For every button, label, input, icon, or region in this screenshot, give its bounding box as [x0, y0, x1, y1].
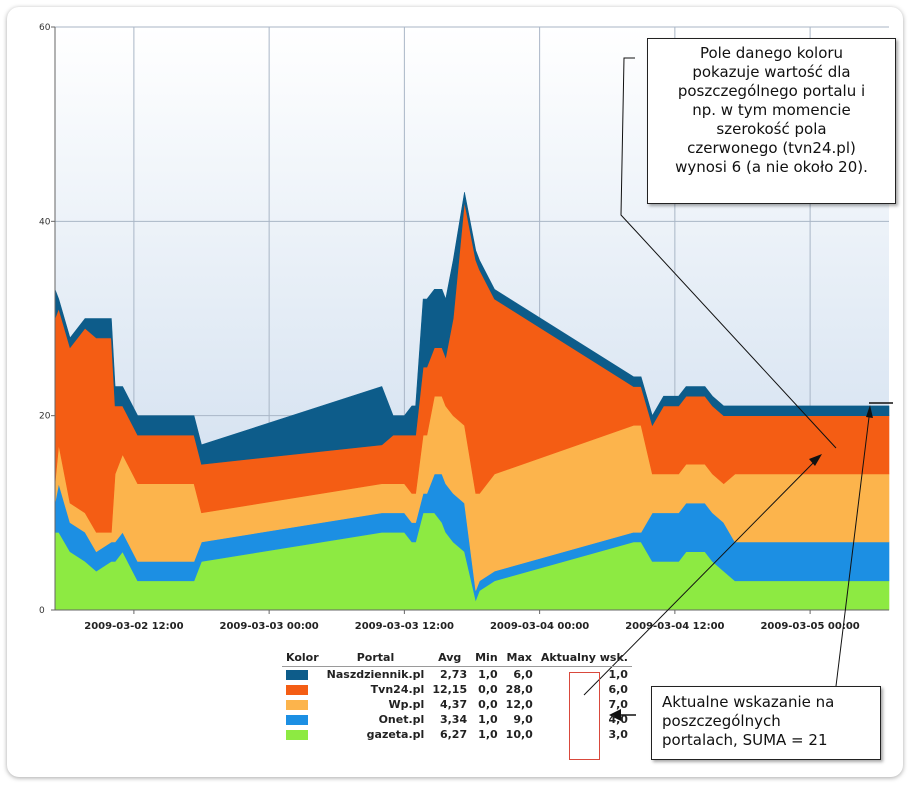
note1-line: np. w tym momencie [692, 101, 851, 119]
legend-portal: Onet.pl [378, 713, 425, 726]
note1-line: poszczególnego portalu i [677, 82, 866, 100]
x-tick-labels: 2009-03-02 12:00 2009-03-03 00:00 2009-03-… [84, 610, 860, 632]
legend-rows: Naszdziennik.pl 2,73 1,0 6,0 1,0 Tvn24.p… [282, 667, 632, 743]
legend-max: 28,0 [505, 683, 533, 696]
legend-swatch [286, 730, 308, 740]
x-tick-label: 2009-03-04 00:00 [490, 621, 589, 632]
x-tick-label: 2009-03-03 00:00 [219, 621, 318, 632]
arrowhead-left [609, 709, 621, 721]
note2-line: poszczególnych [662, 712, 781, 730]
legend-avg: 2,73 [439, 668, 468, 681]
legend-portal: gazeta.pl [366, 728, 425, 741]
legend-swatch [286, 670, 308, 680]
note1-line: pokazuje wartość dla [692, 63, 851, 81]
arrowhead-up-right [866, 405, 873, 418]
y-tick-label: 40 [39, 217, 51, 227]
legend-swatch [286, 700, 308, 710]
legend-min: 1,0 [478, 713, 498, 726]
legend-row: Tvn24.pl 12,15 0,0 28,0 6,0 [282, 682, 632, 697]
x-tick-label: 2009-03-05 00:00 [760, 621, 859, 632]
legend-header-color: Kolor [282, 650, 323, 667]
legend-max: 12,0 [505, 698, 533, 711]
y-tick-label: 60 [39, 23, 51, 33]
legend-header-row: Kolor Portal Avg Min Max Aktualny wsk. [282, 650, 632, 667]
legend-min: 1,0 [478, 728, 498, 741]
legend-current: 4,0 [608, 713, 628, 726]
legend-min: 1,0 [478, 668, 498, 681]
note2-line: Aktualne wskazanie na [662, 693, 835, 711]
legend-max: 9,0 [513, 713, 533, 726]
legend-portal: Naszdziennik.pl [326, 668, 425, 681]
legend-max: 6,0 [513, 668, 533, 681]
legend-avg: 4,37 [439, 698, 468, 711]
annotation-line-1 [620, 57, 837, 449]
legend-current: 7,0 [608, 698, 628, 711]
annotation-note-current-sum: Aktualne wskazanie na poszczególnych por… [651, 686, 881, 760]
x-tick-label: 2009-03-02 12:00 [84, 621, 183, 632]
series-areas [54, 192, 890, 611]
area-series-naszdziennik-pl [54, 192, 890, 465]
legend-table: Kolor Portal Avg Min Max Aktualny wsk. N… [282, 650, 632, 742]
legend-row: Wp.pl 4,37 0,0 12,0 7,0 [282, 697, 632, 712]
legend-max: 10,0 [505, 728, 533, 741]
annotation-note-area-width: Pole danego koloru pokazuje wartość dla … [647, 38, 896, 204]
legend-row: Naszdziennik.pl 2,73 1,0 6,0 1,0 [282, 667, 632, 683]
current-values-highlight [569, 672, 600, 760]
legend-row: Onet.pl 3,34 1,0 9,0 4,0 [282, 712, 632, 727]
legend-swatch [286, 685, 308, 695]
legend-portal: Wp.pl [388, 698, 425, 711]
legend-current: 1,0 [608, 668, 628, 681]
legend-min: 0,0 [478, 683, 498, 696]
legend-current: 3,0 [608, 728, 628, 741]
annotation-line-3 [829, 408, 871, 736]
note2-line: portalach, SUMA = 21 [662, 731, 828, 749]
note1-line: Pole danego koloru [699, 44, 844, 62]
x-tick-label: 2009-03-03 12:00 [355, 621, 454, 632]
x-tick-label: 2009-03-04 12:00 [625, 621, 724, 632]
y-tick-labels: 0 20 40 60 [39, 23, 55, 616]
legend-header-avg: Avg [428, 650, 472, 667]
legend-current: 6,0 [608, 683, 628, 696]
legend-header-current: Aktualny wsk. [536, 650, 632, 667]
legend-header-max: Max [501, 650, 537, 667]
legend-row: gazeta.pl 6,27 1,0 10,0 3,0 [282, 727, 632, 742]
y-tick-label: 0 [39, 606, 45, 616]
legend-avg: 12,15 [432, 683, 468, 696]
legend-portal: Tvn24.pl [370, 683, 425, 696]
note1-line: wynosi 6 (a nie około 20). [675, 158, 868, 176]
y-tick-label: 20 [39, 412, 51, 422]
note1-line: czerwonego (tvn24.pl) [687, 139, 856, 157]
legend-header-min: Min [471, 650, 502, 667]
legend-min: 0,0 [478, 698, 498, 711]
legend-avg: 3,34 [439, 713, 468, 726]
legend-swatch [286, 715, 308, 725]
legend-avg: 6,27 [439, 728, 468, 741]
legend-header-portal: Portal [322, 650, 429, 667]
note1-line: szerokość pola [716, 120, 827, 138]
arrowhead-up-right-2 [809, 454, 822, 466]
